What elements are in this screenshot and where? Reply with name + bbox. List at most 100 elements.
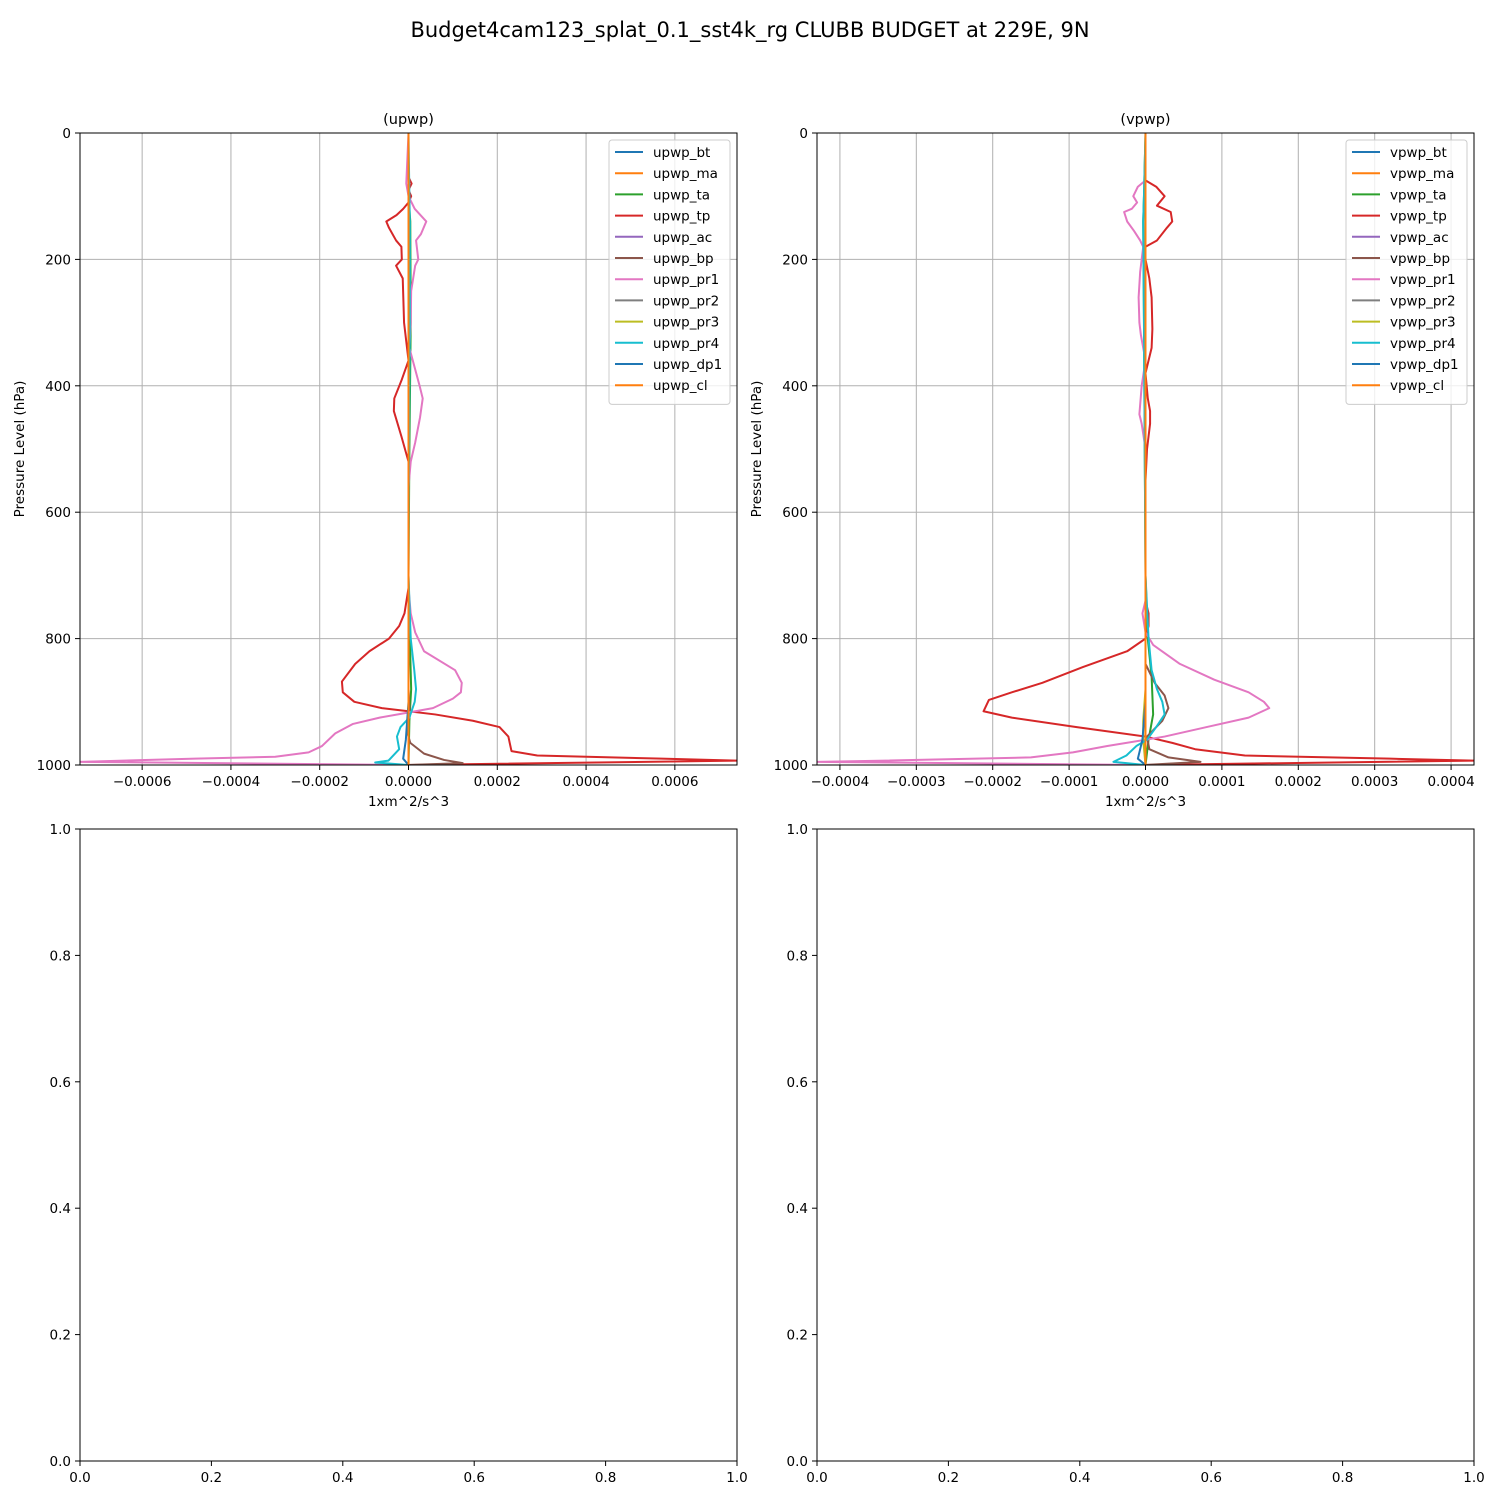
x-tick-label: 0.6 — [1200, 1470, 1221, 1486]
x-tick-label: 0.2 — [938, 1470, 959, 1486]
legend-label: upwp_bp — [653, 251, 714, 267]
legend: upwp_bt upwp_ma upwp_ta upwp_tp upwp_ac upwp_… — [608, 139, 731, 405]
subplot-title: (vpwp) — [1120, 112, 1170, 128]
x-tick-label: 0.0000 — [1122, 774, 1169, 790]
x-tick-label: 0.0 — [69, 1470, 90, 1486]
axes-frame — [816, 828, 1475, 1462]
y-tick-label: 0 — [799, 126, 808, 142]
subplot-3: 0.0 0.2 0.4 0.6 0.8 1.0 0.0 0.2 0.4 0.6 0.8 1.0 — [50, 822, 748, 1486]
legend-label: upwp_bt — [653, 145, 710, 161]
x-tick-label: 0.0002 — [1275, 774, 1322, 790]
y-tick-label: 1.0 — [787, 822, 808, 838]
x-tick-label: 0.0004 — [562, 774, 609, 790]
x-tick-label: 0.0000 — [385, 774, 432, 790]
subplot-title: (upwp) — [383, 112, 434, 128]
x-tick-label: 0.6 — [463, 1470, 484, 1486]
y-tick-label: 800 — [45, 632, 71, 648]
x-tick-label: 0.0004 — [1427, 774, 1474, 790]
axes-frame — [79, 828, 738, 1462]
legend-label: vpwp_pr3 — [1390, 315, 1456, 331]
y-tick-label: 1000 — [774, 758, 808, 774]
x-tick-label: −0.0004 — [202, 774, 261, 790]
legend-label: vpwp_bt — [1390, 145, 1447, 161]
y-tick-label: 800 — [782, 632, 808, 648]
y-tick-label: 0.6 — [50, 1075, 71, 1091]
x-tick-label: −0.0001 — [1040, 774, 1099, 790]
y-axis-label: Pressure Level (hPa) — [749, 381, 765, 518]
y-tick-label: 0.2 — [50, 1328, 71, 1344]
y-tick-label: 600 — [45, 505, 71, 521]
legend-label: upwp_pr4 — [653, 336, 719, 352]
y-tick-label: 600 — [782, 505, 808, 521]
series-line-vpwp_pr1 — [817, 133, 1271, 765]
subplot-2: −0.0004 −0.0003 −0.0002 −0.0001 0.0000 0.0001… — [749, 112, 1475, 810]
x-axis-label: 1xm^2/s^3 — [368, 794, 449, 810]
x-tick-label: 0.0006 — [651, 774, 698, 790]
x-axis-label: 1xm^2/s^3 — [1105, 794, 1186, 810]
y-tick-label: 1000 — [37, 758, 71, 774]
x-tick-label: −0.0004 — [811, 774, 870, 790]
legend-label: vpwp_ac — [1390, 230, 1449, 246]
y-tick-label: 0.4 — [50, 1201, 71, 1217]
subplot-4: 0.0 0.2 0.4 0.6 0.8 1.0 0.0 0.2 0.4 0.6 0.8 1.0 — [787, 822, 1485, 1486]
y-tick-label: 400 — [45, 379, 71, 395]
y-tick-label: 0.8 — [787, 948, 808, 964]
x-tick-label: 0.0001 — [1198, 774, 1245, 790]
legend-label: upwp_ac — [653, 230, 712, 246]
legend-label: upwp_pr1 — [653, 272, 719, 288]
x-tick-label: 1.0 — [726, 1470, 747, 1486]
legend-label: upwp_ta — [653, 187, 710, 203]
y-tick-label: 0.0 — [50, 1454, 71, 1470]
legend-label: upwp_cl — [653, 378, 708, 394]
subplots: −0.0006 −0.0004 −0.0002 0.0000 0.0002 0.0004 0… — [12, 112, 1485, 1486]
legend-box — [608, 139, 731, 405]
subplot-1: −0.0006 −0.0004 −0.0002 0.0000 0.0002 0.0004 0… — [12, 112, 738, 810]
x-tick-label: 0.0002 — [474, 774, 521, 790]
y-tick-label: 0.4 — [787, 1201, 808, 1217]
x-tick-label: 0.0 — [806, 1470, 827, 1486]
x-tick-label: −0.0002 — [963, 774, 1022, 790]
x-tick-label: −0.0003 — [887, 774, 946, 790]
y-tick-label: 0 — [62, 126, 71, 142]
y-tick-label: 1.0 — [50, 822, 71, 838]
x-tick-label: 0.4 — [332, 1470, 353, 1486]
x-tick-label: −0.0002 — [290, 774, 349, 790]
y-tick-label: 0.8 — [50, 948, 71, 964]
series-line-vpwp_bp — [1144, 133, 1202, 765]
legend-label: upwp_pr3 — [653, 315, 719, 331]
x-tick-label: 0.2 — [201, 1470, 222, 1486]
x-tick-label: 0.8 — [595, 1470, 616, 1486]
figure-title: Budget4cam123_splat_0.1_sst4k_rg CLUBB B… — [410, 18, 1089, 43]
legend-label: vpwp_bp — [1390, 251, 1450, 267]
y-tick-label: 0.6 — [787, 1075, 808, 1091]
y-tick-label: 400 — [782, 379, 808, 395]
legend-label: vpwp_tp — [1390, 209, 1447, 225]
series-group — [80, 133, 737, 765]
legend-label: upwp_dp1 — [653, 357, 722, 373]
series-line-upwp_pr4 — [374, 133, 418, 765]
x-tick-label: −0.0006 — [113, 774, 172, 790]
legend: vpwp_bt vpwp_ma vpwp_ta vpwp_tp vpwp_ac vpwp_… — [1345, 139, 1468, 405]
y-tick-label: 200 — [45, 252, 71, 268]
legend-box — [1345, 139, 1468, 405]
y-tick-label: 0.0 — [787, 1454, 808, 1470]
legend-label: vpwp_ta — [1390, 187, 1447, 203]
legend-label: upwp_pr2 — [653, 293, 719, 309]
x-tick-label: 0.4 — [1069, 1470, 1090, 1486]
legend-label: vpwp_pr2 — [1390, 293, 1456, 309]
legend-label: upwp_ma — [653, 166, 718, 182]
legend-label: vpwp_pr1 — [1390, 272, 1456, 288]
legend-label: vpwp_pr4 — [1390, 336, 1456, 352]
series-line-vpwp_pr4 — [1112, 133, 1166, 765]
legend-label: vpwp_cl — [1390, 378, 1444, 394]
legend-label: upwp_tp — [653, 209, 710, 225]
series-group — [817, 133, 1474, 765]
legend-label: vpwp_dp1 — [1390, 357, 1459, 373]
y-tick-label: 200 — [782, 252, 808, 268]
x-tick-label: 0.0003 — [1351, 774, 1398, 790]
legend-label: vpwp_ma — [1390, 166, 1454, 182]
x-tick-label: 0.8 — [1332, 1470, 1353, 1486]
y-tick-label: 0.2 — [787, 1328, 808, 1344]
